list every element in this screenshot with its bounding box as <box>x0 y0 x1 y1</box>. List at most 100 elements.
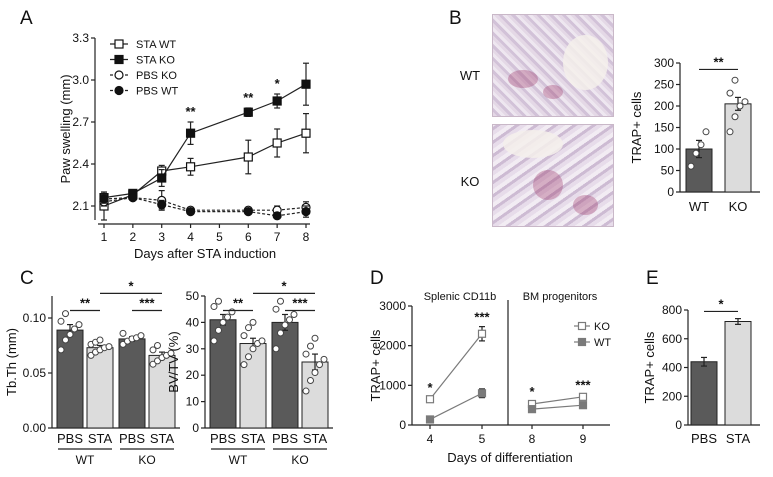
dot-point <box>687 162 695 170</box>
panel-e-y-tick-label: 600 <box>662 332 682 346</box>
panel-letter-c: C <box>20 268 34 289</box>
panel-c-tbth-sig-wt-label: ** <box>80 296 91 311</box>
micrograph-label-ko: KO <box>461 174 480 189</box>
panel-e-significance-label: * <box>718 296 724 311</box>
series-1-point <box>301 79 311 89</box>
panel-c-tbth-dot-point <box>167 349 175 357</box>
panel-d-x-tick-label: 5 <box>479 432 486 446</box>
legend-marker-3 <box>114 85 124 96</box>
panel-c-tbth-group-label-wt: WT <box>76 453 95 467</box>
panel-b-y-tick-label: 150 <box>654 121 674 135</box>
panel-e-y-tick-label: 400 <box>662 361 682 375</box>
panel-b-x-tick-label: WT <box>689 199 709 214</box>
panel-c-bvtv-y-tick-label: 50 <box>186 289 200 303</box>
panel-d-y-tick-label: 1000 <box>379 378 406 392</box>
panel-c-bvtv-dot-point <box>240 361 248 369</box>
panel-e-y-tick-label: 800 <box>662 303 682 317</box>
panel-d-line-ko <box>429 333 483 400</box>
panel-c-tbth-dot-point <box>57 317 65 325</box>
panel-c-bvtv-x-tick-label: STA <box>241 431 266 446</box>
legend-marker-1 <box>114 54 124 65</box>
series-0-point <box>272 138 282 148</box>
panel-c-bvtv-x-tick-label: PBS <box>210 431 236 446</box>
panel-d-y-tick-label: 0 <box>399 418 406 432</box>
panel-c-bvtv-dot-point <box>215 297 222 305</box>
panel-c-tbth-dot-point <box>137 332 145 340</box>
panel-c-bvtv-y-axis-title: BV/TV (%) <box>166 331 181 392</box>
panel-a-x-tick-label: 5 <box>216 230 223 244</box>
panel-b-x-tick-label: KO <box>729 199 748 214</box>
panel-a-x-tick-label: 3 <box>158 230 165 244</box>
panel-d-line-wt <box>531 404 584 410</box>
panel-c-tbth-dot-point <box>119 329 127 337</box>
panel-c-bvtv-dot-point <box>240 332 248 340</box>
dot-point <box>692 149 700 157</box>
panel-letter-d: D <box>370 268 384 289</box>
panel-c-bvtv-group-label-ko: KO <box>291 453 308 467</box>
panel-c-bvtv-dot-point <box>281 321 289 329</box>
panel-d-y-tick-label: 3000 <box>379 299 406 313</box>
panel-d-x-tick-label: 4 <box>427 432 434 446</box>
panel-b-y-tick-label: 50 <box>661 164 675 178</box>
panel-c-bvtv-dot-point <box>302 350 310 358</box>
panel-a-y-tick-label: 2.7 <box>72 115 89 129</box>
panel-b-y-tick-label: 100 <box>654 142 674 156</box>
dot-point <box>741 98 749 106</box>
panel-c-bvtv-sig-sta-label: * <box>281 278 287 293</box>
panel-c-bvtv-sig-wt-label: ** <box>233 296 244 311</box>
panel-a-significance: ** <box>243 90 254 105</box>
panel-c-bvtv-dot-point <box>219 318 227 326</box>
panel-c-tbth-y-tick-label: 0.10 <box>23 311 47 325</box>
panel-d-legend-label-ko: KO <box>594 321 610 333</box>
panel-letter-a: A <box>20 8 33 29</box>
dot-point <box>726 89 734 97</box>
panel-c-bvtv-x-tick-label: PBS <box>272 431 298 446</box>
dot-point <box>697 141 705 149</box>
panel-a-x-tick-label: 8 <box>303 230 310 244</box>
panel-c-bvtv-dot-point <box>249 345 257 353</box>
dot-point <box>731 76 739 84</box>
panel-d-section-title-bm: BM progenitors <box>523 291 598 303</box>
panel-c-bvtv-y-tick-label: 20 <box>186 368 200 382</box>
panel-a-y-axis-title: Paw swelling (mm) <box>58 74 73 183</box>
panel-a-significance: ** <box>186 104 197 119</box>
panel-e-y-tick-label: 200 <box>662 389 682 403</box>
panel-d-x-axis-title: Days of differentiation <box>447 450 573 465</box>
panel-c-bvtv-dot-point <box>316 361 323 369</box>
micrograph-ko-image <box>492 124 614 227</box>
panel-letter-e: E <box>646 268 659 289</box>
panel-e-y-axis-title: TRAP+ cells <box>642 331 657 403</box>
panel-d-point-ko <box>425 395 435 404</box>
panel-d-point-wt <box>578 401 588 410</box>
panel-c-bvtv-bar <box>271 321 299 429</box>
panel-c-tbth-dot-point <box>75 321 83 329</box>
panel-b-y-tick-label: 300 <box>654 56 674 70</box>
series-3-point <box>185 207 196 217</box>
dot-point <box>731 113 739 121</box>
panel-c-tbth-bar <box>86 347 114 429</box>
panel-c-bvtv-y-tick-label: 40 <box>186 315 200 329</box>
panel-c-bvtv-dot-point <box>311 334 319 342</box>
legend-marker-0 <box>114 39 124 49</box>
panel-a-y-tick-label: 3.0 <box>72 73 89 87</box>
panel-b-chart: WT KO 0 50 100 150 200 250 300 TRAP+ cells WT KO ** <box>460 54 760 214</box>
panel-d-line-ko <box>531 396 584 405</box>
panel-a-chart: 2.1 2.4 2.7 3.0 3.3 Paw swelling (mm) 1 2 3 4 5 6 7 8… <box>58 31 311 261</box>
panel-a-y-tick-label: 2.1 <box>72 199 89 213</box>
panel-c-bvtv-dot-point <box>215 326 222 334</box>
dot-point <box>726 128 734 136</box>
panel-c-bvtv-bar <box>209 319 237 429</box>
panel-c-tbth-y-tick-label: 0.00 <box>23 421 47 435</box>
panel-a-x-tick-label: 1 <box>101 230 108 244</box>
panel-c-tbth-x-tick-label: STA <box>150 431 175 446</box>
panel-letter-b: B <box>449 8 462 29</box>
panel-c-bvtv-dot-point <box>290 310 298 318</box>
panel-c-bvtv-x-tick-label: STA <box>303 431 328 446</box>
panel-c-tbth-dot-point <box>149 346 157 354</box>
micrograph-label-wt: WT <box>460 68 480 83</box>
panel-e-bar-pbs <box>690 361 718 426</box>
panel-b-significance-label: ** <box>713 54 724 69</box>
panel-c-tbth-sig-ko-label: *** <box>139 296 155 311</box>
